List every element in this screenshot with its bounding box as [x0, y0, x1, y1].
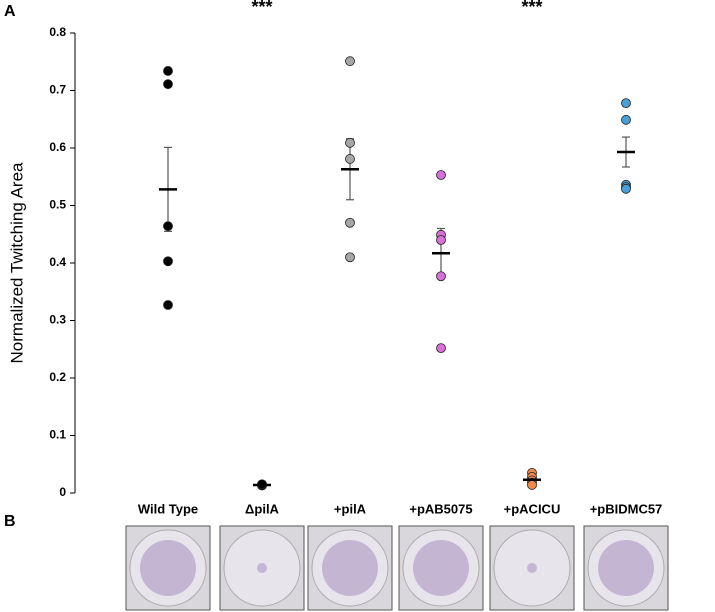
data-point — [621, 183, 631, 194]
x-tick-label: +pAB5075 — [409, 501, 472, 516]
twitch-zone — [322, 540, 378, 596]
y-tick-label: 0.4 — [49, 255, 66, 269]
data-point — [163, 66, 173, 76]
panel-label: A — [4, 3, 16, 20]
data-point — [163, 256, 173, 267]
twitch-zone — [527, 563, 537, 573]
y-tick-label: 0.6 — [49, 140, 66, 154]
twitch-zone — [413, 540, 469, 596]
data-point — [345, 154, 355, 164]
data-point — [621, 114, 631, 125]
data-point — [163, 221, 173, 232]
data-point — [436, 343, 446, 354]
data-point — [527, 480, 537, 490]
twitch-zone — [257, 563, 267, 573]
x-tick-label: Wild Type — [138, 501, 198, 516]
significance: *** — [251, 0, 272, 17]
x-tick-label: +pACICU — [504, 501, 561, 516]
data-point — [436, 235, 446, 245]
y-tick-label: 0.5 — [49, 198, 66, 212]
twitch-zone — [598, 540, 654, 596]
significance: *** — [521, 0, 542, 17]
y-tick-label: 0 — [59, 485, 66, 499]
y-tick-label: 0.1 — [49, 428, 66, 442]
data-point — [345, 56, 355, 67]
x-tick-label: +pBIDMC57 — [590, 501, 663, 516]
y-tick-label: 0.2 — [49, 370, 66, 384]
y-axis-label: Normalized Twitching Area — [7, 162, 26, 363]
data-point — [345, 252, 355, 263]
data-point — [621, 98, 631, 109]
x-tick-label: ΔpilA — [245, 501, 280, 516]
y-tick-label: 0.7 — [49, 83, 66, 97]
data-point — [163, 79, 173, 90]
data-point — [436, 170, 446, 180]
data-point — [163, 300, 173, 310]
data-point — [436, 271, 446, 282]
panel-label: B — [4, 513, 16, 530]
y-tick-label: 0.8 — [49, 25, 66, 39]
data-point — [345, 137, 355, 148]
data-point — [345, 217, 355, 228]
y-tick-label: 0.3 — [49, 313, 66, 327]
x-tick-label: +pilA — [334, 501, 367, 516]
twitch-zone — [140, 540, 196, 596]
